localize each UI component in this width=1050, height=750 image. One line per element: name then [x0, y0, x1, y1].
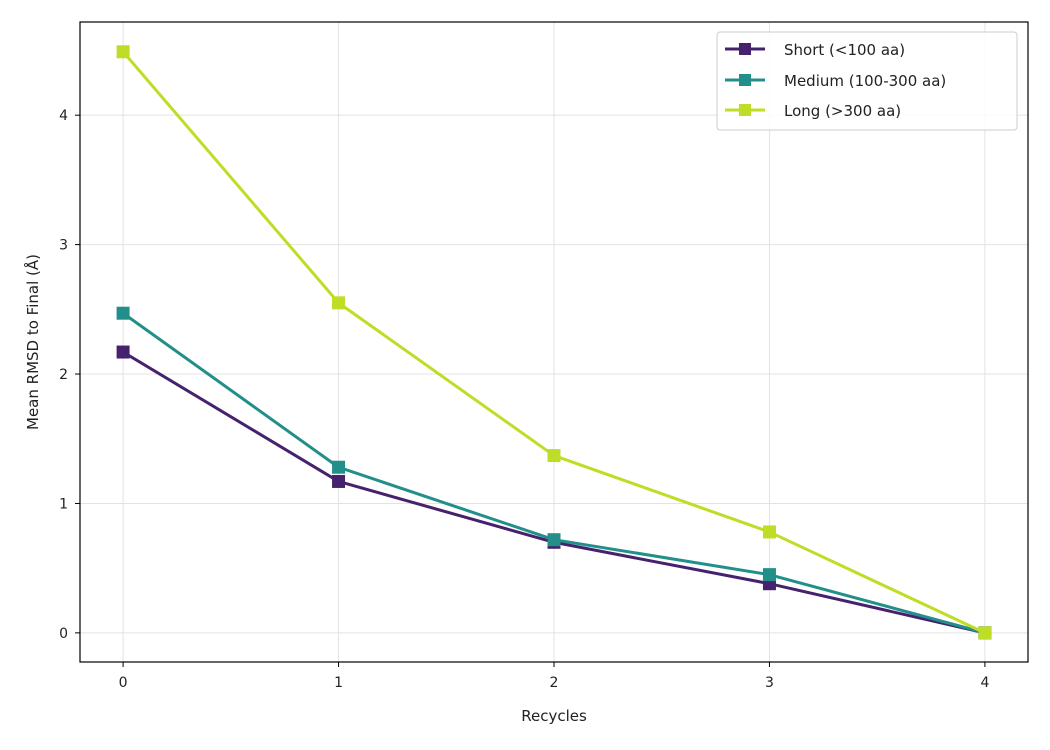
- data-point-medium: [332, 460, 346, 474]
- legend-marker-long: [739, 104, 751, 116]
- x-tick-label: 4: [980, 675, 989, 691]
- y-tick-label: 0: [59, 626, 68, 642]
- data-point-short: [116, 345, 130, 359]
- legend-frame: [716, 31, 1018, 131]
- legend-label-long: Long (>300 aa): [784, 102, 901, 120]
- y-tick-label: 3: [59, 238, 68, 254]
- x-tick-label: 1: [334, 675, 343, 691]
- legend-entry: Medium (100-300 aa): [725, 72, 946, 90]
- legend: Short (<100 aa) Medium (100-300 aa) Long…: [716, 31, 1018, 131]
- data-point-long: [116, 45, 130, 59]
- axis-ticks: 0 1 2 3 4 0 1 2 3 4: [59, 108, 989, 691]
- y-tick-label: 4: [59, 108, 68, 124]
- data-point-short: [332, 474, 346, 488]
- legend-marker-short: [739, 43, 751, 55]
- legend-marker-medium: [739, 74, 751, 86]
- x-axis-label: Recycles: [521, 707, 587, 725]
- data-point-long: [547, 449, 561, 463]
- legend-entry: Long (>300 aa): [725, 102, 901, 120]
- y-tick-label: 1: [59, 496, 68, 512]
- x-tick-label: 3: [765, 675, 774, 691]
- x-tick-label: 0: [119, 675, 128, 691]
- y-axis-label: Mean RMSD to Final (Å): [23, 254, 42, 430]
- series-layer: [116, 45, 992, 640]
- y-tick-label: 2: [59, 367, 68, 383]
- data-point-long: [762, 525, 776, 539]
- x-tick-label: 2: [550, 675, 559, 691]
- data-point-long: [978, 626, 992, 640]
- data-point-medium: [762, 568, 776, 582]
- legend-entry: Short (<100 aa): [725, 41, 905, 59]
- data-point-medium: [116, 306, 130, 320]
- legend-label-short: Short (<100 aa): [784, 41, 905, 59]
- data-point-long: [332, 296, 346, 310]
- legend-label-medium: Medium (100-300 aa): [784, 72, 946, 90]
- data-point-medium: [547, 533, 561, 547]
